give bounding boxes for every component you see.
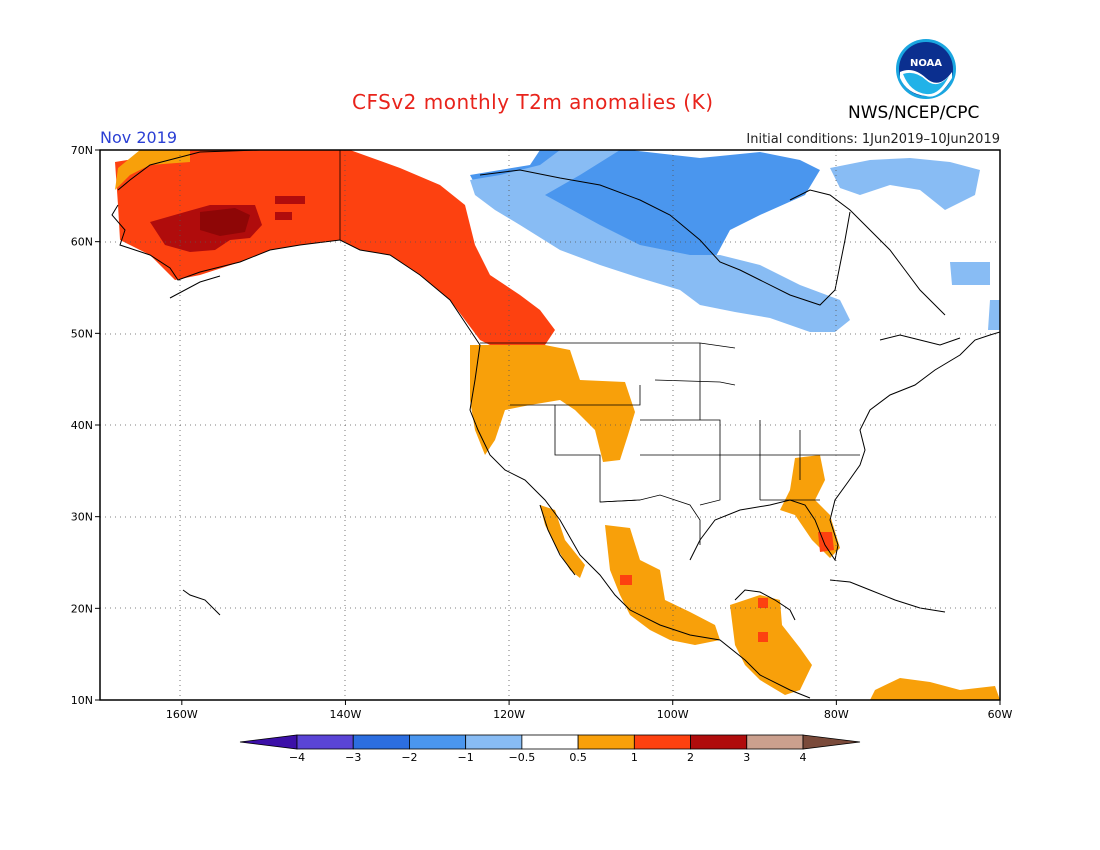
lon-tick-label: 140W: [330, 708, 362, 721]
colorbar-label: −4: [289, 751, 305, 764]
anomaly-region-alaska-core: [200, 208, 250, 236]
colorbar-swatch: [409, 734, 467, 750]
initial-conditions: Initial conditions: 1Jun2019–10Jun2019: [746, 132, 1000, 147]
colorbar-swatch: [746, 734, 804, 750]
lat-tick-label: 20N: [71, 602, 93, 615]
anomaly-region-labrador: [950, 262, 1000, 330]
agency-label: NWS/NCEP/CPC: [848, 103, 980, 123]
colorbar-label: −1: [458, 751, 474, 764]
lat-tick-label: 70N: [71, 144, 93, 157]
anomaly-region-alaska-edge: [115, 150, 190, 190]
colorbar-label: 1: [631, 751, 638, 764]
anomaly-region-central-america: [730, 595, 812, 695]
colorbar-label: 3: [743, 751, 750, 764]
colorbar-low-arrow: [239, 734, 298, 750]
anomaly-region-greenland: [830, 158, 980, 210]
anomaly-region-florida-hot: [818, 532, 834, 552]
colorbar: −4 −3 −2 −1 −0.5 0.5 1 2 3 4: [239, 734, 861, 764]
lon-tick-label: 60W: [988, 708, 1013, 721]
lat-tick-label: 30N: [71, 511, 93, 524]
anomaly-fills: [115, 150, 1000, 700]
lat-tick-label: 40N: [71, 419, 93, 432]
lat-tick-label: 10N: [71, 694, 93, 707]
lat-tick-label: 50N: [71, 327, 93, 340]
anomaly-region-quebec: [470, 150, 850, 332]
colorbar-swatch: [577, 734, 635, 750]
lon-tick-label: 100W: [657, 708, 689, 721]
anomaly-region-alaska-spot: [275, 196, 305, 220]
svg-text:NOAA: NOAA: [910, 58, 942, 69]
colorbar-label: 0.5: [569, 751, 587, 764]
anomaly-region-mexico: [605, 525, 720, 645]
colorbar-swatch: [352, 734, 410, 750]
map-title: CFSv2 monthly T2m anomalies (K): [352, 90, 714, 114]
anomaly-region-baja: [540, 505, 585, 578]
coastlines: [111, 150, 1000, 699]
anomaly-region-west-coast-canada: [115, 150, 555, 350]
map-axes: 160W 140W 120W 100W 80W 60W 10N 20N 30N 40N 50N 60N…: [71, 144, 1013, 721]
colorbar-swatch: [465, 734, 523, 750]
colorbar-swatch: [296, 734, 354, 750]
borders: [339, 150, 860, 545]
forecast-period: Nov 2019: [100, 128, 178, 147]
noaa-logo-icon: NOAA: [896, 39, 956, 99]
anomaly-region-western-us: [470, 345, 635, 462]
lat-tick-label: 60N: [71, 236, 93, 249]
colorbar-label: −3: [345, 751, 361, 764]
colorbar-swatch: [690, 734, 748, 750]
colorbar-swatch: [633, 734, 691, 750]
colorbar-label: 2: [687, 751, 694, 764]
colorbar-label: −2: [401, 751, 417, 764]
colorbar-label: −0.5: [509, 751, 536, 764]
lon-tick-label: 120W: [493, 708, 525, 721]
colorbar-label: 4: [800, 751, 807, 764]
lon-tick-label: 160W: [166, 708, 198, 721]
lon-tick-label: 80W: [824, 708, 849, 721]
colorbar-high-arrow: [802, 734, 861, 750]
anomaly-region-south-america: [870, 678, 1000, 700]
graticule: [100, 150, 1000, 700]
colorbar-swatch: [521, 734, 579, 750]
